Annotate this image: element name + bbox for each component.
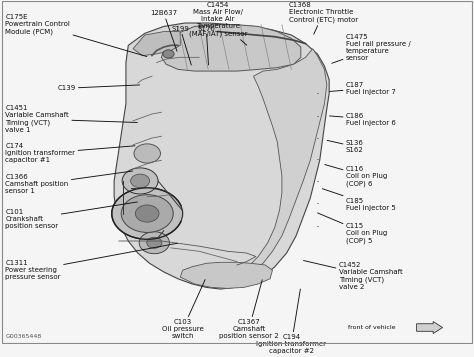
Text: C1451
Variable Camshaft
Timing (VCT)
valve 1: C1451 Variable Camshaft Timing (VCT) val…	[5, 105, 137, 133]
Circle shape	[121, 195, 173, 232]
Polygon shape	[161, 25, 301, 71]
Text: S199: S199	[171, 26, 191, 65]
Circle shape	[139, 232, 169, 254]
Text: C103
Oil pressure
switch: C103 Oil pressure switch	[162, 280, 205, 339]
Text: C1475
Fuel rail pressure /
temperature
sensor: C1475 Fuel rail pressure / temperature s…	[332, 34, 410, 63]
Text: C116
Coil on Plug
(COP) 6: C116 Coil on Plug (COP) 6	[325, 165, 387, 187]
Text: C174
Ignition transformer
capacitor #1: C174 Ignition transformer capacitor #1	[5, 144, 135, 164]
Text: C194
Ignition transformer
capacitor #2: C194 Ignition transformer capacitor #2	[256, 289, 327, 355]
Text: C185
Fuel injector 5: C185 Fuel injector 5	[322, 189, 395, 211]
FancyArrow shape	[417, 322, 443, 333]
Text: C139: C139	[57, 85, 140, 91]
Text: C1366
Camshaft position
sensor 1: C1366 Camshaft position sensor 1	[5, 171, 133, 194]
Polygon shape	[114, 23, 329, 289]
Text: G00365448: G00365448	[5, 334, 42, 339]
Text: C1452
Variable Camshaft
Timing (VCT)
valve 2: C1452 Variable Camshaft Timing (VCT) val…	[303, 261, 402, 290]
Circle shape	[163, 50, 174, 58]
Polygon shape	[239, 49, 327, 277]
Circle shape	[122, 168, 158, 194]
Text: S136
S162: S136 S162	[327, 140, 364, 153]
Text: C1311
Power steering
pressure sensor: C1311 Power steering pressure sensor	[5, 243, 178, 280]
Polygon shape	[180, 262, 273, 288]
Text: 12B637: 12B637	[150, 10, 177, 51]
Circle shape	[131, 174, 150, 188]
Circle shape	[136, 205, 159, 222]
Text: C187
Fuel injector 7: C187 Fuel injector 7	[329, 82, 396, 95]
Text: C1368
Electronic Throttle
Control (ETC) motor: C1368 Electronic Throttle Control (ETC) …	[289, 2, 358, 34]
Polygon shape	[133, 31, 180, 56]
Text: S170: S170	[197, 26, 215, 65]
Text: C101
Crankshaft
position sensor: C101 Crankshaft position sensor	[5, 202, 137, 229]
Text: C1454
Mass Air Flow/
Intake Air
Temperature
(MAF/IAT) sensor: C1454 Mass Air Flow/ Intake Air Temperat…	[189, 2, 247, 45]
Text: front of vehicle: front of vehicle	[348, 325, 396, 330]
Text: C1367
Camshaft
position sensor 2: C1367 Camshaft position sensor 2	[219, 280, 279, 339]
Circle shape	[147, 237, 162, 248]
Text: C115
Coil on Plug
(COP) 5: C115 Coil on Plug (COP) 5	[318, 213, 387, 244]
Text: C175E
Powertrain Control
Module (PCM): C175E Powertrain Control Module (PCM)	[5, 15, 147, 56]
Circle shape	[112, 188, 182, 239]
Circle shape	[134, 144, 160, 163]
Text: C186
Fuel injector 6: C186 Fuel injector 6	[329, 113, 396, 126]
